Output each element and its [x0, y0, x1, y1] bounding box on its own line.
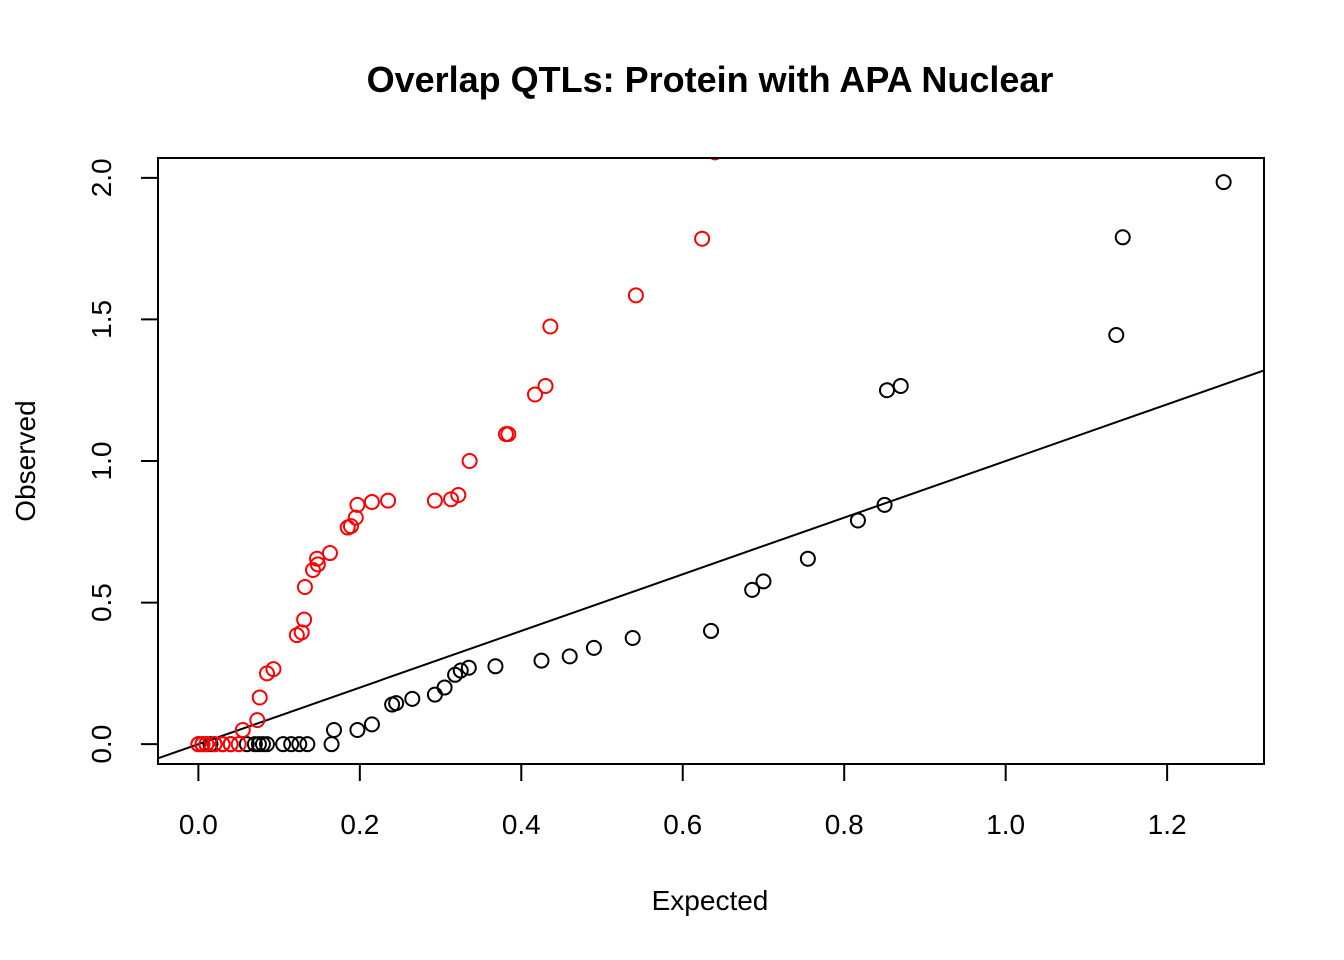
data-point [234, 722, 251, 739]
data-point [265, 661, 282, 678]
data-point [1108, 326, 1125, 343]
data-point [190, 736, 207, 753]
plot-area [158, 158, 1264, 760]
data-point [849, 512, 866, 529]
data-point [461, 453, 478, 469]
data-point [299, 736, 316, 753]
data-point [363, 716, 380, 733]
data-point [296, 611, 313, 628]
data-point [627, 287, 644, 304]
data-point [624, 629, 641, 646]
data-point [426, 492, 443, 509]
data-point [380, 492, 397, 509]
x-tick-label: 0.6 [663, 809, 702, 840]
data-point [309, 556, 326, 573]
data-point [487, 658, 504, 675]
y-tick-label: 0.5 [86, 583, 117, 622]
data-point [246, 736, 263, 753]
data-point [309, 550, 326, 567]
data-point [291, 736, 308, 753]
data-point [744, 581, 761, 598]
data-point [694, 230, 711, 247]
data-point [349, 722, 366, 739]
data-point [533, 652, 550, 669]
data-point [363, 494, 380, 511]
data-point [325, 722, 342, 739]
data-point [283, 736, 300, 753]
data-point [202, 736, 219, 753]
data-point [198, 736, 215, 753]
data-point [388, 695, 405, 712]
data-point [876, 496, 893, 513]
data-point [542, 318, 559, 335]
data-point [799, 550, 816, 567]
data-point [321, 545, 338, 562]
data-point [1114, 229, 1131, 246]
y-axis: 0.0 0.5 1.0 1.5 2.0 [86, 158, 159, 764]
data-point [709, 158, 721, 161]
data-point [426, 686, 443, 703]
data-point [755, 573, 772, 590]
data-point [293, 624, 310, 641]
x-tick-label: 0.2 [340, 809, 379, 840]
data-point [452, 662, 469, 679]
data-point [258, 736, 275, 753]
data-point [342, 518, 359, 535]
data-point [892, 377, 909, 394]
x-axis: 0.0 0.2 0.4 0.6 0.8 1.0 1.2 [179, 763, 1187, 840]
data-point [230, 736, 247, 753]
plot-frame [157, 157, 1265, 765]
chart-title: Overlap QTLs: Protein with APA Nuclear [367, 59, 1054, 100]
data-point [194, 736, 211, 753]
data-point [347, 509, 364, 526]
data-point [1215, 174, 1232, 191]
data-point [527, 386, 544, 403]
x-tick-label: 1.0 [986, 809, 1025, 840]
data-point [275, 736, 292, 753]
data-point [250, 736, 267, 753]
data-point [450, 486, 467, 503]
data-point [349, 496, 366, 513]
y-tick-label: 1.5 [86, 300, 117, 339]
x-axis-label: Expected [652, 885, 769, 916]
x-tick-label: 0.8 [825, 809, 864, 840]
data-point [251, 689, 268, 706]
y-tick-label: 0.0 [86, 725, 117, 764]
y-tick-label: 1.0 [86, 442, 117, 481]
reference-line [158, 369, 1264, 760]
data-point [436, 679, 453, 696]
data-point [238, 736, 255, 753]
data-point [323, 736, 340, 753]
x-tick-label: 0.4 [502, 809, 541, 840]
data-point [878, 382, 895, 399]
y-axis-label: Observed [10, 400, 41, 521]
data-point [561, 648, 578, 665]
y-tick-label: 2.0 [86, 158, 117, 197]
data-point [206, 736, 223, 753]
data-point [254, 736, 271, 753]
data-point [214, 736, 231, 753]
data-point [500, 426, 517, 443]
data-point [703, 622, 719, 639]
x-tick-label: 1.2 [1148, 809, 1187, 840]
data-point [404, 690, 421, 707]
x-tick-label: 0.0 [179, 809, 218, 840]
data-point [537, 377, 554, 394]
data-point [222, 736, 239, 753]
data-point [460, 659, 477, 676]
data-point [585, 639, 602, 656]
data-point [296, 579, 313, 596]
data-point [249, 712, 266, 729]
